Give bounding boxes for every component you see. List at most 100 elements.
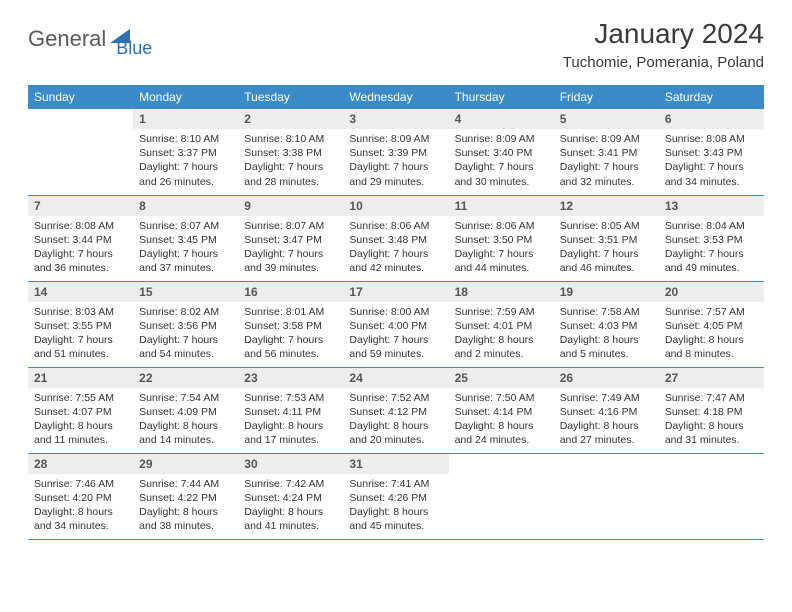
- day-details: Sunrise: 7:49 AMSunset: 4:16 PMDaylight:…: [554, 388, 659, 452]
- day-ss: Sunset: 3:58 PM: [244, 319, 337, 333]
- day-sr: Sunrise: 8:09 AM: [455, 132, 548, 146]
- day-ss: Sunset: 4:20 PM: [34, 491, 127, 505]
- day-sr: Sunrise: 7:59 AM: [455, 305, 548, 319]
- calendar-cell: 6Sunrise: 8:08 AMSunset: 3:43 PMDaylight…: [659, 109, 764, 195]
- day-ss: Sunset: 3:48 PM: [349, 233, 442, 247]
- day-ss: Sunset: 4:00 PM: [349, 319, 442, 333]
- day-d2: and 39 minutes.: [244, 261, 337, 275]
- logo-text-general: General: [28, 26, 106, 52]
- day-sr: Sunrise: 8:02 AM: [139, 305, 232, 319]
- day-details: Sunrise: 8:05 AMSunset: 3:51 PMDaylight:…: [554, 216, 659, 280]
- weekday-header: Tuesday: [238, 85, 343, 109]
- day-details: Sunrise: 7:59 AMSunset: 4:01 PMDaylight:…: [449, 302, 554, 366]
- header: General Blue January 2024 Tuchomie, Pome…: [0, 0, 792, 79]
- day-details: Sunrise: 8:03 AMSunset: 3:55 PMDaylight:…: [28, 302, 133, 366]
- day-details: Sunrise: 7:46 AMSunset: 4:20 PMDaylight:…: [28, 474, 133, 538]
- day-d2: and 36 minutes.: [34, 261, 127, 275]
- day-ss: Sunset: 4:16 PM: [560, 405, 653, 419]
- day-ss: Sunset: 4:11 PM: [244, 405, 337, 419]
- calendar-cell: 2Sunrise: 8:10 AMSunset: 3:38 PMDaylight…: [238, 109, 343, 195]
- day-ss: Sunset: 4:09 PM: [139, 405, 232, 419]
- day-d1: Daylight: 7 hours: [34, 247, 127, 261]
- day-details: Sunrise: 8:09 AMSunset: 3:41 PMDaylight:…: [554, 129, 659, 193]
- day-sr: Sunrise: 8:06 AM: [455, 219, 548, 233]
- day-ss: Sunset: 4:18 PM: [665, 405, 758, 419]
- day-d2: and 54 minutes.: [139, 347, 232, 361]
- calendar-cell: 29Sunrise: 7:44 AMSunset: 4:22 PMDayligh…: [133, 453, 238, 539]
- calendar-cell: 30Sunrise: 7:42 AMSunset: 4:24 PMDayligh…: [238, 453, 343, 539]
- day-ss: Sunset: 3:44 PM: [34, 233, 127, 247]
- day-details: Sunrise: 7:50 AMSunset: 4:14 PMDaylight:…: [449, 388, 554, 452]
- weekday-header: Thursday: [449, 85, 554, 109]
- day-sr: Sunrise: 8:09 AM: [560, 132, 653, 146]
- day-sr: Sunrise: 8:04 AM: [665, 219, 758, 233]
- day-d1: Daylight: 7 hours: [34, 333, 127, 347]
- day-number: 21: [28, 368, 133, 388]
- day-d1: Daylight: 8 hours: [455, 333, 548, 347]
- day-details: Sunrise: 8:04 AMSunset: 3:53 PMDaylight:…: [659, 216, 764, 280]
- day-d2: and 42 minutes.: [349, 261, 442, 275]
- calendar-cell: 28Sunrise: 7:46 AMSunset: 4:20 PMDayligh…: [28, 453, 133, 539]
- day-ss: Sunset: 3:56 PM: [139, 319, 232, 333]
- day-sr: Sunrise: 7:47 AM: [665, 391, 758, 405]
- day-sr: Sunrise: 7:50 AM: [455, 391, 548, 405]
- day-ss: Sunset: 4:07 PM: [34, 405, 127, 419]
- day-sr: Sunrise: 8:09 AM: [349, 132, 442, 146]
- day-d2: and 11 minutes.: [34, 433, 127, 447]
- day-sr: Sunrise: 7:49 AM: [560, 391, 653, 405]
- calendar-cell: 17Sunrise: 8:00 AMSunset: 4:00 PMDayligh…: [343, 281, 448, 367]
- calendar-cell: 24Sunrise: 7:52 AMSunset: 4:12 PMDayligh…: [343, 367, 448, 453]
- day-number: 1: [133, 109, 238, 129]
- day-d2: and 49 minutes.: [665, 261, 758, 275]
- calendar-cell: 12Sunrise: 8:05 AMSunset: 3:51 PMDayligh…: [554, 195, 659, 281]
- day-sr: Sunrise: 8:06 AM: [349, 219, 442, 233]
- calendar-cell: 26Sunrise: 7:49 AMSunset: 4:16 PMDayligh…: [554, 367, 659, 453]
- day-details: Sunrise: 8:07 AMSunset: 3:45 PMDaylight:…: [133, 216, 238, 280]
- day-sr: Sunrise: 8:10 AM: [244, 132, 337, 146]
- day-number: 13: [659, 196, 764, 216]
- day-ss: Sunset: 3:55 PM: [34, 319, 127, 333]
- day-ss: Sunset: 4:24 PM: [244, 491, 337, 505]
- day-d1: Daylight: 7 hours: [349, 333, 442, 347]
- day-d2: and 34 minutes.: [34, 519, 127, 533]
- day-d2: and 51 minutes.: [34, 347, 127, 361]
- day-ss: Sunset: 3:53 PM: [665, 233, 758, 247]
- calendar-cell: 5Sunrise: 8:09 AMSunset: 3:41 PMDaylight…: [554, 109, 659, 195]
- day-number: 24: [343, 368, 448, 388]
- calendar-cell: 10Sunrise: 8:06 AMSunset: 3:48 PMDayligh…: [343, 195, 448, 281]
- day-details: Sunrise: 8:10 AMSunset: 3:38 PMDaylight:…: [238, 129, 343, 193]
- day-d2: and 34 minutes.: [665, 175, 758, 189]
- calendar-cell: [659, 453, 764, 539]
- day-details: Sunrise: 8:06 AMSunset: 3:48 PMDaylight:…: [343, 216, 448, 280]
- day-ss: Sunset: 3:37 PM: [139, 146, 232, 160]
- weekday-header: Wednesday: [343, 85, 448, 109]
- calendar-row: 28Sunrise: 7:46 AMSunset: 4:20 PMDayligh…: [28, 453, 764, 539]
- day-d2: and 14 minutes.: [139, 433, 232, 447]
- day-d1: Daylight: 8 hours: [244, 505, 337, 519]
- day-d1: Daylight: 7 hours: [139, 333, 232, 347]
- calendar-table: Sunday Monday Tuesday Wednesday Thursday…: [28, 85, 764, 540]
- calendar-row: 21Sunrise: 7:55 AMSunset: 4:07 PMDayligh…: [28, 367, 764, 453]
- calendar-cell: 9Sunrise: 8:07 AMSunset: 3:47 PMDaylight…: [238, 195, 343, 281]
- day-number: 30: [238, 454, 343, 474]
- calendar-cell: 23Sunrise: 7:53 AMSunset: 4:11 PMDayligh…: [238, 367, 343, 453]
- calendar-cell: 31Sunrise: 7:41 AMSunset: 4:26 PMDayligh…: [343, 453, 448, 539]
- month-title: January 2024: [563, 18, 764, 50]
- calendar-cell: [28, 109, 133, 195]
- day-details: Sunrise: 7:54 AMSunset: 4:09 PMDaylight:…: [133, 388, 238, 452]
- day-details: Sunrise: 7:47 AMSunset: 4:18 PMDaylight:…: [659, 388, 764, 452]
- calendar-cell: 11Sunrise: 8:06 AMSunset: 3:50 PMDayligh…: [449, 195, 554, 281]
- day-number: 7: [28, 196, 133, 216]
- day-d2: and 31 minutes.: [665, 433, 758, 447]
- day-number: 29: [133, 454, 238, 474]
- day-ss: Sunset: 4:12 PM: [349, 405, 442, 419]
- day-sr: Sunrise: 8:07 AM: [244, 219, 337, 233]
- day-sr: Sunrise: 8:07 AM: [139, 219, 232, 233]
- calendar-row: 1Sunrise: 8:10 AMSunset: 3:37 PMDaylight…: [28, 109, 764, 195]
- day-details: Sunrise: 7:55 AMSunset: 4:07 PMDaylight:…: [28, 388, 133, 452]
- calendar-cell: 14Sunrise: 8:03 AMSunset: 3:55 PMDayligh…: [28, 281, 133, 367]
- day-ss: Sunset: 4:22 PM: [139, 491, 232, 505]
- day-d2: and 28 minutes.: [244, 175, 337, 189]
- title-block: January 2024 Tuchomie, Pomerania, Poland: [563, 18, 764, 71]
- day-number: 20: [659, 282, 764, 302]
